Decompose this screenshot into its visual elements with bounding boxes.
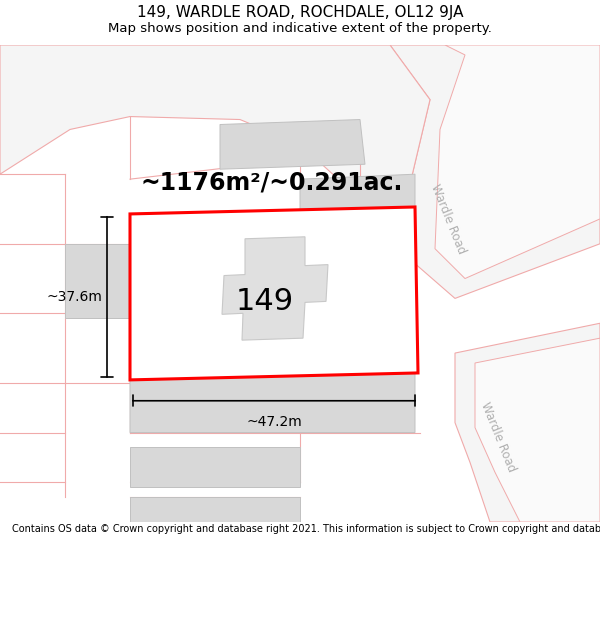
Polygon shape xyxy=(0,45,430,199)
Polygon shape xyxy=(455,323,600,522)
Polygon shape xyxy=(475,338,600,522)
Text: Wardle Road: Wardle Road xyxy=(478,401,518,474)
Text: Map shows position and indicative extent of the property.: Map shows position and indicative extent… xyxy=(108,22,492,35)
Text: ~1176m²/~0.291ac.: ~1176m²/~0.291ac. xyxy=(141,170,403,194)
Text: Contains OS data © Crown copyright and database right 2021. This information is : Contains OS data © Crown copyright and d… xyxy=(12,524,600,534)
Polygon shape xyxy=(220,119,365,169)
Polygon shape xyxy=(222,237,328,340)
Polygon shape xyxy=(390,45,600,298)
Polygon shape xyxy=(65,244,130,318)
Polygon shape xyxy=(130,497,300,522)
Polygon shape xyxy=(300,174,415,214)
Text: 149, WARDLE ROAD, ROCHDALE, OL12 9JA: 149, WARDLE ROAD, ROCHDALE, OL12 9JA xyxy=(137,5,463,20)
Text: Wardle Road: Wardle Road xyxy=(428,182,468,256)
Text: ~47.2m: ~47.2m xyxy=(246,414,302,429)
Polygon shape xyxy=(130,373,415,432)
Text: ~37.6m: ~37.6m xyxy=(46,290,102,304)
Polygon shape xyxy=(130,207,418,380)
Text: 149: 149 xyxy=(236,287,294,316)
Polygon shape xyxy=(435,45,600,279)
Polygon shape xyxy=(130,448,300,488)
